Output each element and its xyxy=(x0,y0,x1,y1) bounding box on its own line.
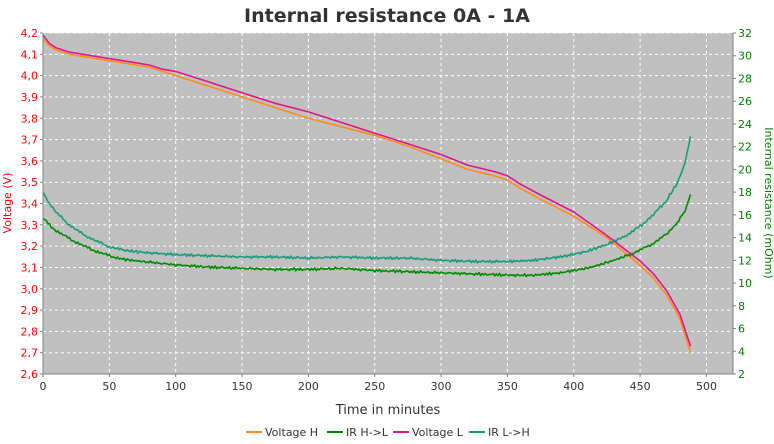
left-tick-label: 4,2 xyxy=(21,27,39,40)
right-tick-label: 32 xyxy=(738,27,752,40)
x-axis: 0 50 100 150 200 250 300 350 400 450 500 xyxy=(40,373,733,393)
right-tick-label: 10 xyxy=(738,277,752,290)
chart-title: Internal resistance 0A - 1A xyxy=(244,5,530,27)
right-tick-label: 30 xyxy=(738,50,752,63)
right-tick-label: 18 xyxy=(738,186,752,199)
legend: Voltage H IR H->L Voltage L IR L->H xyxy=(246,426,530,439)
left-tick-label: 3,3 xyxy=(21,219,39,232)
left-tick-label: 3,8 xyxy=(21,112,39,125)
left-tick-label: 3,7 xyxy=(21,134,39,147)
right-tick-label: 8 xyxy=(738,300,745,313)
y-axis-left-label: Voltage (V) xyxy=(1,173,14,234)
series-line-ir-h-l xyxy=(42,194,692,278)
right-tick-label: 12 xyxy=(738,254,752,267)
x-tick-label: 500 xyxy=(696,380,717,393)
right-tick-label: 26 xyxy=(738,95,752,108)
legend-label: IR H->L xyxy=(346,426,389,439)
left-tick-label: 3,6 xyxy=(21,155,39,168)
right-tick-label: 20 xyxy=(738,163,752,176)
right-tick-label: 22 xyxy=(738,141,752,154)
right-tick-label: 6 xyxy=(738,323,745,336)
right-tick-label: 2 xyxy=(738,368,745,381)
series-line-voltage-h xyxy=(42,38,692,353)
left-tick-label: 2,9 xyxy=(21,304,39,317)
left-axis: 2,6 2,7 2,8 2,9 3,0 3,1 3,2 3,3 3,4 3,5 3,6 3,7 3,8 3… xyxy=(21,27,44,381)
right-tick-label: 16 xyxy=(738,209,752,222)
right-tick-label: 4 xyxy=(738,345,745,358)
legend-label: IR L->H xyxy=(488,426,530,439)
x-tick-label: 0 xyxy=(40,380,47,393)
series-line-ir-l-h xyxy=(42,136,692,264)
left-tick-label: 3,5 xyxy=(21,176,39,189)
legend-label: Voltage L xyxy=(412,426,464,439)
series-layer xyxy=(42,34,692,353)
series-line-voltage-l xyxy=(42,34,692,347)
left-tick-label: 2,7 xyxy=(21,347,39,360)
x-tick-label: 450 xyxy=(630,380,651,393)
right-tick-label: 14 xyxy=(738,232,752,245)
left-tick-label: 3,0 xyxy=(21,283,39,296)
x-tick-label: 400 xyxy=(563,380,584,393)
left-tick-label: 4,1 xyxy=(21,48,39,61)
left-tick-label: 2,8 xyxy=(21,325,39,338)
left-tick-label: 3,9 xyxy=(21,91,39,104)
left-tick-label: 3,2 xyxy=(21,240,39,253)
x-tick-label: 100 xyxy=(165,380,186,393)
left-tick-label: 2,6 xyxy=(21,368,39,381)
left-tick-label: 4,0 xyxy=(21,70,39,83)
x-tick-label: 200 xyxy=(298,380,319,393)
x-tick-label: 50 xyxy=(102,380,116,393)
left-tick-label: 3,1 xyxy=(21,261,39,274)
legend-label: Voltage H xyxy=(265,426,318,439)
x-tick-label: 350 xyxy=(497,380,518,393)
right-tick-label: 28 xyxy=(738,72,752,85)
x-axis-label: Time in minutes xyxy=(335,403,441,418)
x-tick-label: 300 xyxy=(431,380,452,393)
x-tick-label: 250 xyxy=(364,380,385,393)
y-axis-right-label: Internal resistance (mOhm) xyxy=(762,127,774,278)
left-tick-label: 3,4 xyxy=(21,198,39,211)
x-tick-label: 150 xyxy=(232,380,253,393)
right-tick-label: 24 xyxy=(738,118,752,131)
